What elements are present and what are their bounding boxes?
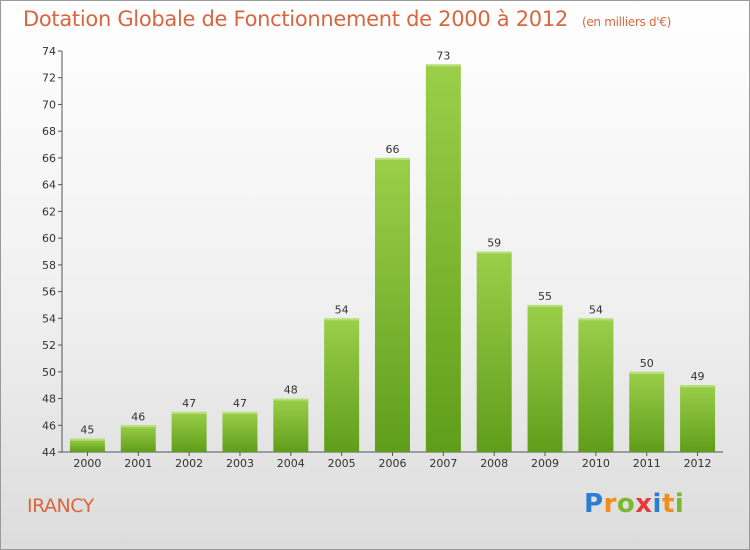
x-tick-label: 2012 — [684, 457, 712, 470]
chart-title: Dotation Globale de Fonctionnement de 20… — [23, 7, 671, 31]
bar — [425, 64, 461, 452]
bar-highlight — [629, 371, 665, 374]
x-tick-label: 2011 — [633, 457, 661, 470]
y-tick-label: 48 — [42, 393, 56, 406]
y-tick-label: 50 — [42, 366, 56, 379]
bar — [629, 371, 665, 452]
logo-letter: o — [616, 489, 636, 519]
bar — [120, 425, 156, 452]
y-tick-label: 74 — [42, 45, 56, 58]
y-tick-label: 56 — [42, 286, 56, 299]
bar — [222, 411, 258, 452]
place-name: IRANCY — [27, 495, 94, 517]
bar-value-label: 55 — [538, 290, 552, 303]
y-tick-label: 52 — [42, 339, 56, 352]
x-tick-label: 2001 — [124, 457, 152, 470]
bar-highlight — [476, 251, 512, 254]
x-tick-label: 2002 — [175, 457, 203, 470]
bar — [578, 318, 614, 452]
y-tick-label: 70 — [42, 98, 56, 111]
bar-highlight — [527, 304, 563, 307]
bar — [476, 251, 512, 452]
y-tick-label: 68 — [42, 125, 56, 138]
bar — [171, 411, 207, 452]
y-tick-label: 66 — [42, 152, 56, 165]
bar-value-label: 49 — [691, 370, 705, 383]
x-tick-label: 2008 — [480, 457, 508, 470]
x-tick-label: 2003 — [226, 457, 254, 470]
chart-title-text: Dotation Globale de Fonctionnement de 20… — [23, 7, 568, 31]
logo-letter: P — [584, 489, 604, 519]
bar-value-label: 59 — [487, 237, 501, 250]
bar-highlight — [222, 411, 258, 414]
bar-value-label: 48 — [284, 384, 298, 397]
logo-letter: i — [652, 489, 662, 519]
bar-highlight — [425, 64, 461, 67]
bar — [273, 398, 309, 452]
bar-highlight — [324, 318, 360, 321]
y-tick-label: 64 — [42, 179, 56, 192]
bar-highlight — [69, 438, 105, 441]
bar-value-label: 47 — [182, 397, 196, 410]
chart-bars — [69, 64, 716, 452]
bar-value-label: 46 — [131, 410, 145, 423]
y-tick-label: 72 — [42, 72, 56, 85]
logo-letter: t — [661, 489, 675, 519]
bar-highlight — [680, 385, 716, 388]
bar — [324, 318, 360, 452]
proxiti-logo: Proxiti — [584, 489, 684, 519]
x-tick-label: 2007 — [429, 457, 457, 470]
bar — [680, 385, 716, 452]
x-tick-label: 2006 — [379, 457, 407, 470]
bar-highlight — [578, 318, 614, 321]
x-tick-label: 2000 — [73, 457, 101, 470]
chart-subtitle: (en milliers d'€) — [581, 15, 671, 29]
y-tick-label: 58 — [42, 259, 56, 272]
logo-letter: r — [603, 489, 617, 519]
bar — [375, 157, 410, 452]
bar-value-label: 45 — [80, 424, 94, 437]
x-tick-label: 2004 — [277, 457, 305, 470]
x-tick-label: 2005 — [328, 457, 356, 470]
bar-value-label: 73 — [436, 49, 450, 62]
y-tick-label: 60 — [42, 232, 56, 245]
bar-value-label: 54 — [589, 303, 603, 316]
bar-value-label: 54 — [335, 303, 349, 316]
bar-highlight — [120, 425, 156, 428]
bar-value-label: 47 — [233, 397, 247, 410]
bar-value-label: 66 — [386, 143, 400, 156]
bar-highlight — [273, 398, 309, 401]
bar — [527, 304, 563, 452]
y-tick-label: 44 — [42, 446, 56, 459]
y-tick-label: 62 — [42, 205, 56, 218]
logo-letter: i — [674, 489, 685, 519]
chart-axes: 44 46 48 50 52 54 56 58 60 62 64 66 68 70 72 74 — [42, 45, 723, 459]
y-tick-label: 54 — [42, 312, 56, 325]
y-tick-label: 46 — [42, 419, 56, 432]
bar-highlight — [171, 411, 207, 414]
bar-value-label: 50 — [640, 357, 654, 370]
x-tick-label: 2010 — [582, 457, 610, 470]
bar — [69, 438, 105, 452]
x-tick-label: 2009 — [531, 457, 559, 470]
logo-letter: x — [635, 489, 653, 519]
bar-highlight — [375, 157, 410, 160]
chart-labels: 45 2000 46 2001 47 2002 47 2003 48 2004 54 2005 66 20… — [73, 49, 711, 470]
